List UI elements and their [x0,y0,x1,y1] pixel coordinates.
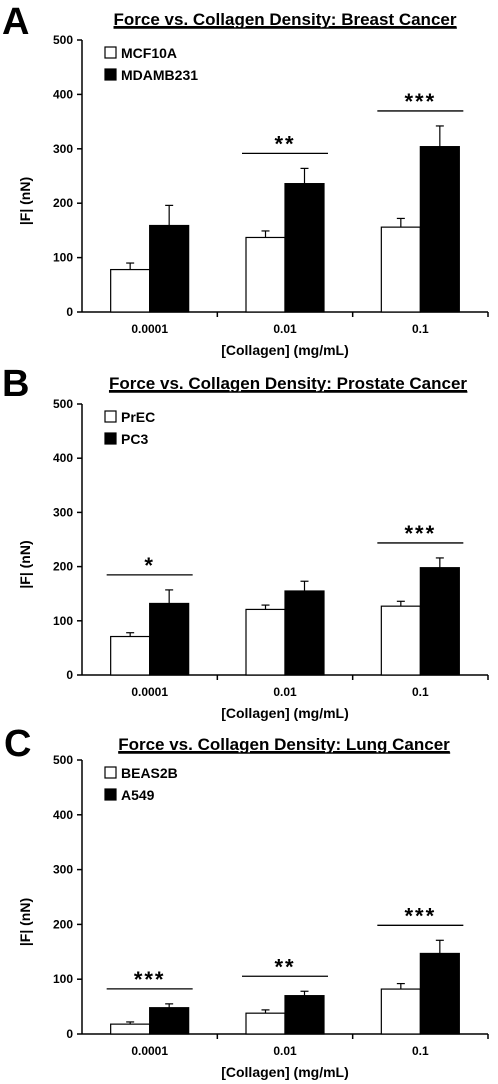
chart-panel-c: C Force vs. Collagen Density: Lung Cancer… [4,723,489,1080]
legend-label: A549 [121,787,155,803]
chart-panel-b: B Force vs. Collagen Density: Prostate Ca… [2,363,489,721]
y-tick-label: 400 [53,808,73,822]
bar-mdamb231 [149,224,190,313]
y-tick-label: 100 [53,251,73,265]
bar-mdamb231 [419,146,460,313]
significance-marker: ** [274,131,295,156]
bar-mdamb231 [284,183,325,313]
y-tick-label: 200 [53,196,73,210]
x-tick-label: 0.1 [412,685,429,699]
chart-title: Force vs. Collagen Density: Lung Cancer [118,735,450,754]
y-tick-label: 400 [53,451,73,465]
significance-marker: *** [134,967,166,992]
x-tick-label: 0.0001 [131,322,168,336]
y-tick-label: 300 [53,863,73,877]
y-tick-label: 100 [53,614,73,628]
y-tick-label: 0 [66,668,73,682]
legend-label: PC3 [121,431,148,447]
significance-marker: *** [404,521,436,546]
y-tick-label: 500 [53,397,73,411]
y-tick-label: 100 [53,972,73,986]
y-tick-label: 0 [66,1027,73,1041]
bar-prec [110,635,151,676]
bar-pc3 [419,567,460,676]
bar-beas2b [380,988,421,1035]
y-tick-label: 200 [53,560,73,574]
bar-mcf10a [110,268,151,313]
panel-letter: C [4,723,31,765]
legend-label: BEAS2B [121,765,178,781]
y-tick-label: 300 [53,142,73,156]
legend-swatch-prec [104,410,117,423]
bar-pc3 [149,602,190,676]
x-tick-label: 0.1 [412,1044,429,1058]
bar-a549 [149,1007,190,1035]
x-tick-label: 0.0001 [131,1044,168,1058]
legend-swatch-pc3 [104,432,117,445]
significance-marker: * [144,553,155,578]
bar-prec [380,605,421,676]
y-tick-label: 300 [53,505,73,519]
x-axis-label: [Collagen] (mg/mL) [221,342,349,358]
y-tick-label: 500 [53,753,73,767]
significance-marker: *** [404,89,436,114]
bar-a549 [419,952,460,1035]
panel-letter: B [2,363,29,405]
y-tick-label: 500 [53,33,73,47]
bar-mcf10a [380,226,421,313]
x-tick-label: 0.1 [412,322,429,336]
y-tick-label: 400 [53,87,73,101]
x-tick-label: 0.01 [273,322,297,336]
legend-swatch-beas2b [104,766,117,779]
y-axis-label: |F| (nN) [17,540,33,588]
chart-title: Force vs. Collagen Density: Breast Cance… [114,10,457,29]
x-axis-label: [Collagen] (mg/mL) [221,705,349,721]
panel-letter: A [2,1,29,43]
legend-label: MCF10A [121,45,177,61]
significance-marker: *** [404,903,436,928]
chart-title: Force vs. Collagen Density: Prostate Can… [109,374,467,393]
x-tick-label: 0.01 [273,685,297,699]
legend-swatch-mdamb231 [104,68,117,81]
bar-pc3 [284,590,325,676]
x-tick-label: 0.01 [273,1044,297,1058]
bar-beas2b [110,1023,151,1035]
legend-swatch-a549 [104,788,117,801]
x-axis-label: [Collagen] (mg/mL) [221,1064,349,1080]
bar-prec [245,608,286,676]
chart-panel-a: A Force vs. Collagen Density: Breast Canc… [2,1,489,358]
bar-a549 [284,995,325,1035]
significance-marker: ** [274,954,295,979]
bar-mcf10a [245,236,286,313]
y-axis-label: |F| (nN) [17,898,33,946]
legend-swatch-mcf10a [104,46,117,59]
x-tick-label: 0.0001 [131,685,168,699]
legend-label: MDAMB231 [121,67,198,83]
bar-beas2b [245,1012,286,1035]
y-tick-label: 200 [53,917,73,931]
legend-label: PrEC [121,409,155,425]
y-axis-label: |F| (nN) [17,177,33,225]
y-tick-label: 0 [66,305,73,319]
